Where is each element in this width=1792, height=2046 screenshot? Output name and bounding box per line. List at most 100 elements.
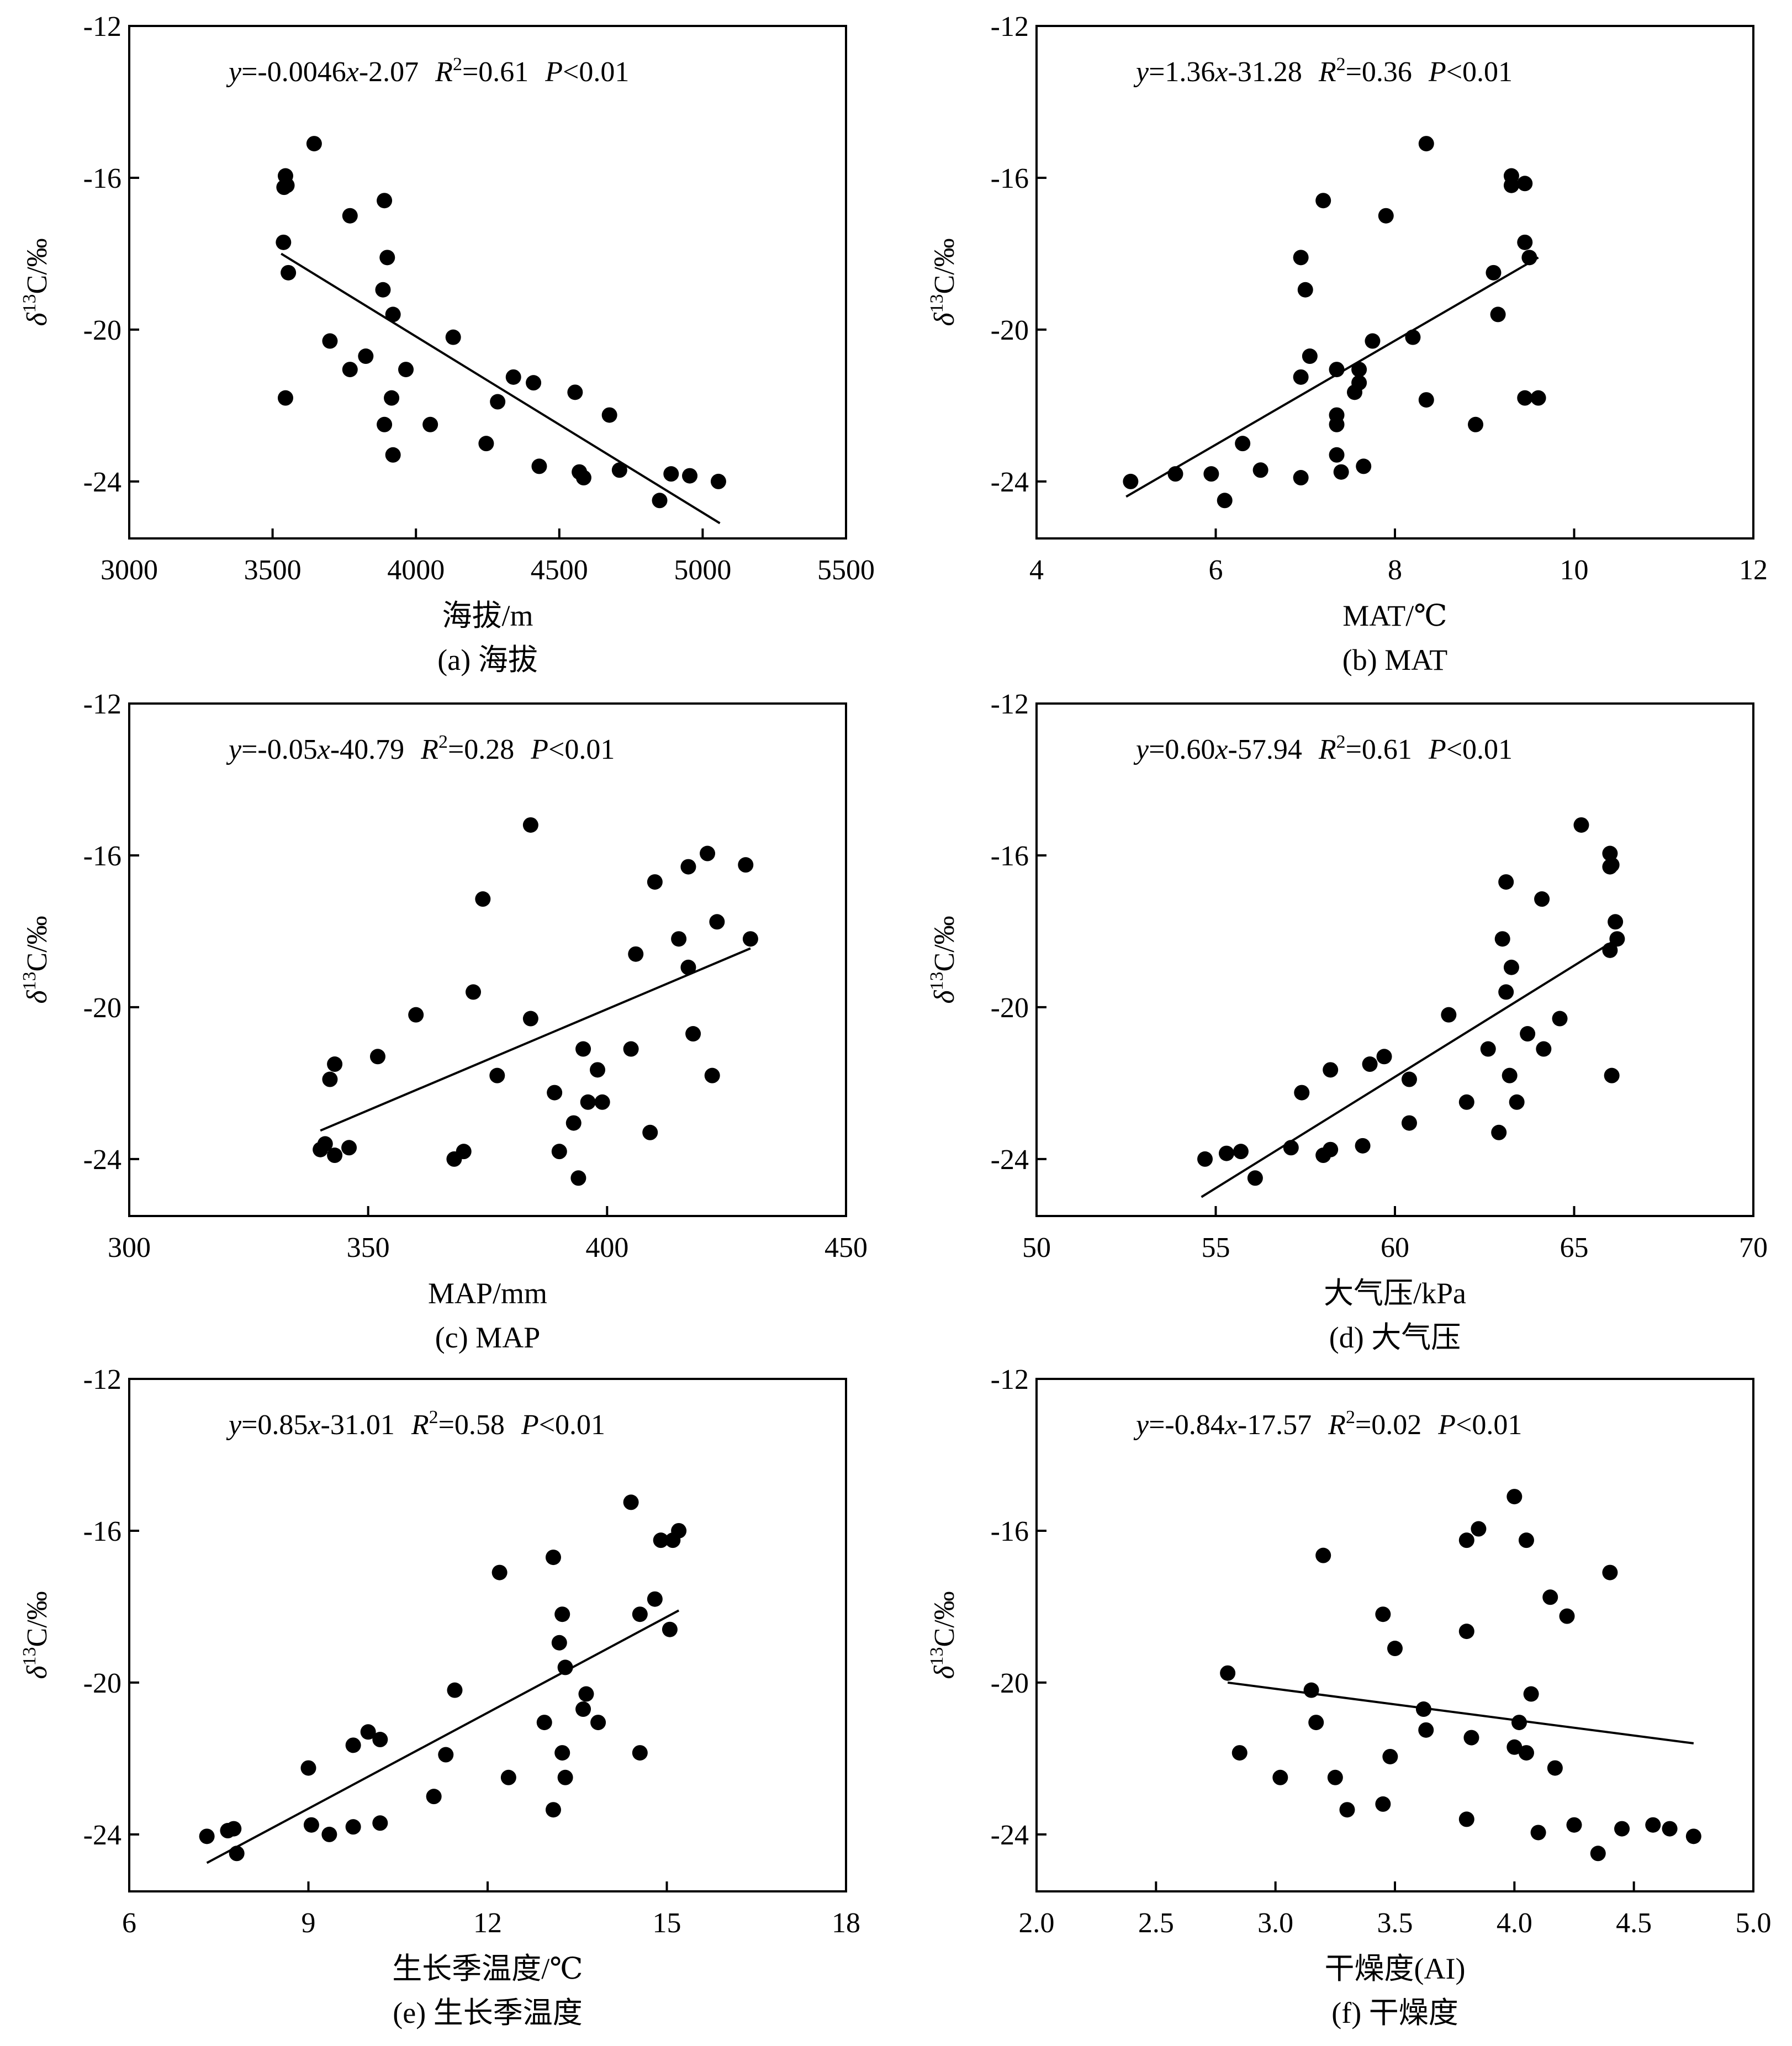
data-point <box>1614 1821 1630 1837</box>
data-point <box>1491 1124 1507 1140</box>
y-tick-label: -20 <box>991 315 1029 346</box>
regression-line <box>1227 1681 1694 1744</box>
data-point <box>303 1817 319 1833</box>
data-point <box>438 1747 454 1763</box>
data-point <box>554 1606 570 1622</box>
y-tick-label: -24 <box>83 1820 121 1851</box>
data-point <box>671 931 687 947</box>
data-point <box>611 462 627 478</box>
regression-line <box>1201 938 1618 1198</box>
data-point <box>1468 416 1484 432</box>
data-point <box>522 817 538 833</box>
x-tick-label: 65 <box>1560 1232 1589 1263</box>
y-tick-label: -12 <box>83 689 121 720</box>
data-point <box>385 306 401 323</box>
data-point <box>505 369 521 385</box>
data-point <box>1351 375 1367 391</box>
data-point <box>1645 1817 1661 1833</box>
data-point <box>623 1041 639 1057</box>
data-point <box>680 859 696 875</box>
data-point <box>665 1532 681 1548</box>
data-point <box>226 1821 242 1837</box>
data-point <box>1463 1730 1479 1746</box>
data-point <box>682 468 698 484</box>
data-point <box>385 447 401 463</box>
data-point <box>1315 1148 1331 1164</box>
panel-caption: (d) 大气压 <box>1329 1321 1461 1354</box>
data-point <box>1247 1170 1263 1186</box>
panel-e: -12 -16 -20 -24 6 9 12 15 18 生长季温度/℃ (e) 生长季温度 δ13C… <box>19 1364 860 2029</box>
data-point <box>1458 1624 1474 1640</box>
data-point <box>1418 136 1434 152</box>
x-tick-label: 5.0 <box>1736 1907 1772 1939</box>
data-point <box>1315 1547 1331 1563</box>
data-point <box>575 1701 591 1717</box>
x-tick-label: 400 <box>585 1232 628 1263</box>
panel-c: -12 -16 -20 -24 300 350 400 450 MAP/mm (c) MAP δ13… <box>19 689 868 1354</box>
data-point <box>1602 845 1618 861</box>
x-axis-label: MAT/℃ <box>1342 599 1447 632</box>
data-point <box>578 1686 594 1702</box>
data-point <box>1293 369 1309 385</box>
data-point <box>742 931 758 947</box>
data-point <box>1602 942 1618 958</box>
data-point <box>300 1760 316 1776</box>
data-point <box>276 179 292 195</box>
data-point <box>375 282 391 298</box>
y-tick-label: -20 <box>83 315 121 346</box>
data-point <box>1218 1145 1234 1161</box>
data-point <box>489 1067 505 1083</box>
data-point <box>1418 392 1434 408</box>
data-point <box>632 1606 648 1622</box>
y-tick-label: -16 <box>83 1516 121 1547</box>
panel-b: -12 -16 -20 -24 4 6 8 10 12 MAT/℃ (b) MAT δ13C/‰ y=1… <box>927 11 1768 676</box>
y-tick-label: -20 <box>83 1668 121 1699</box>
data-point <box>1405 329 1421 345</box>
regression-equation: y=-0.84x-17.57 R2=0.02 P<0.01 <box>1133 1407 1522 1441</box>
x-tick-label: 12 <box>473 1907 502 1939</box>
data-point <box>1521 250 1537 266</box>
regression-equation: y=1.36x-31.28 R2=0.36 P<0.01 <box>1133 54 1513 88</box>
y-tick-label: -12 <box>83 11 121 43</box>
data-point <box>628 946 644 962</box>
data-point <box>1355 1138 1371 1154</box>
data-point <box>1329 447 1345 463</box>
x-axis-label: 大气压/kPa <box>1324 1277 1466 1310</box>
data-point <box>426 1789 442 1805</box>
data-point <box>1498 874 1514 890</box>
data-point <box>277 390 293 406</box>
data-point <box>1503 959 1519 975</box>
y-axis-label: δ13C/‰ <box>19 238 53 326</box>
data-point <box>526 375 542 391</box>
data-point <box>580 1094 596 1110</box>
data-point <box>1517 390 1533 406</box>
data-point <box>377 193 393 209</box>
regression-equation: y=0.85x-31.01 R2=0.58 P<0.01 <box>226 1407 605 1441</box>
data-point <box>1329 416 1345 432</box>
data-point <box>1685 1828 1701 1844</box>
panel-a: -12 -16 -20 -24 3000 3500 4000 4500 5000 5500 海拔/m… <box>19 11 875 676</box>
panel-caption: (b) MAT <box>1342 643 1447 676</box>
data-point <box>554 1745 570 1761</box>
data-point <box>1297 282 1313 298</box>
data-point <box>1517 234 1533 250</box>
data-point <box>647 874 663 890</box>
data-point <box>567 384 583 400</box>
data-point <box>1506 1489 1523 1505</box>
x-tick-label: 3000 <box>101 554 158 586</box>
y-axis-label: δ13C/‰ <box>19 1591 53 1679</box>
x-tick-label: 4 <box>1029 554 1044 586</box>
y-tick-label: -12 <box>991 689 1029 720</box>
data-point <box>632 1745 648 1761</box>
x-tick-label: 450 <box>824 1232 868 1263</box>
data-point <box>372 1815 388 1831</box>
data-point <box>1283 1140 1299 1156</box>
data-point <box>327 1148 343 1164</box>
data-point <box>594 1094 610 1110</box>
data-point <box>590 1715 606 1731</box>
x-tick-label: 5500 <box>817 554 875 586</box>
y-tick-label: -16 <box>991 163 1029 194</box>
data-point <box>1511 1715 1527 1731</box>
data-point <box>663 466 679 482</box>
